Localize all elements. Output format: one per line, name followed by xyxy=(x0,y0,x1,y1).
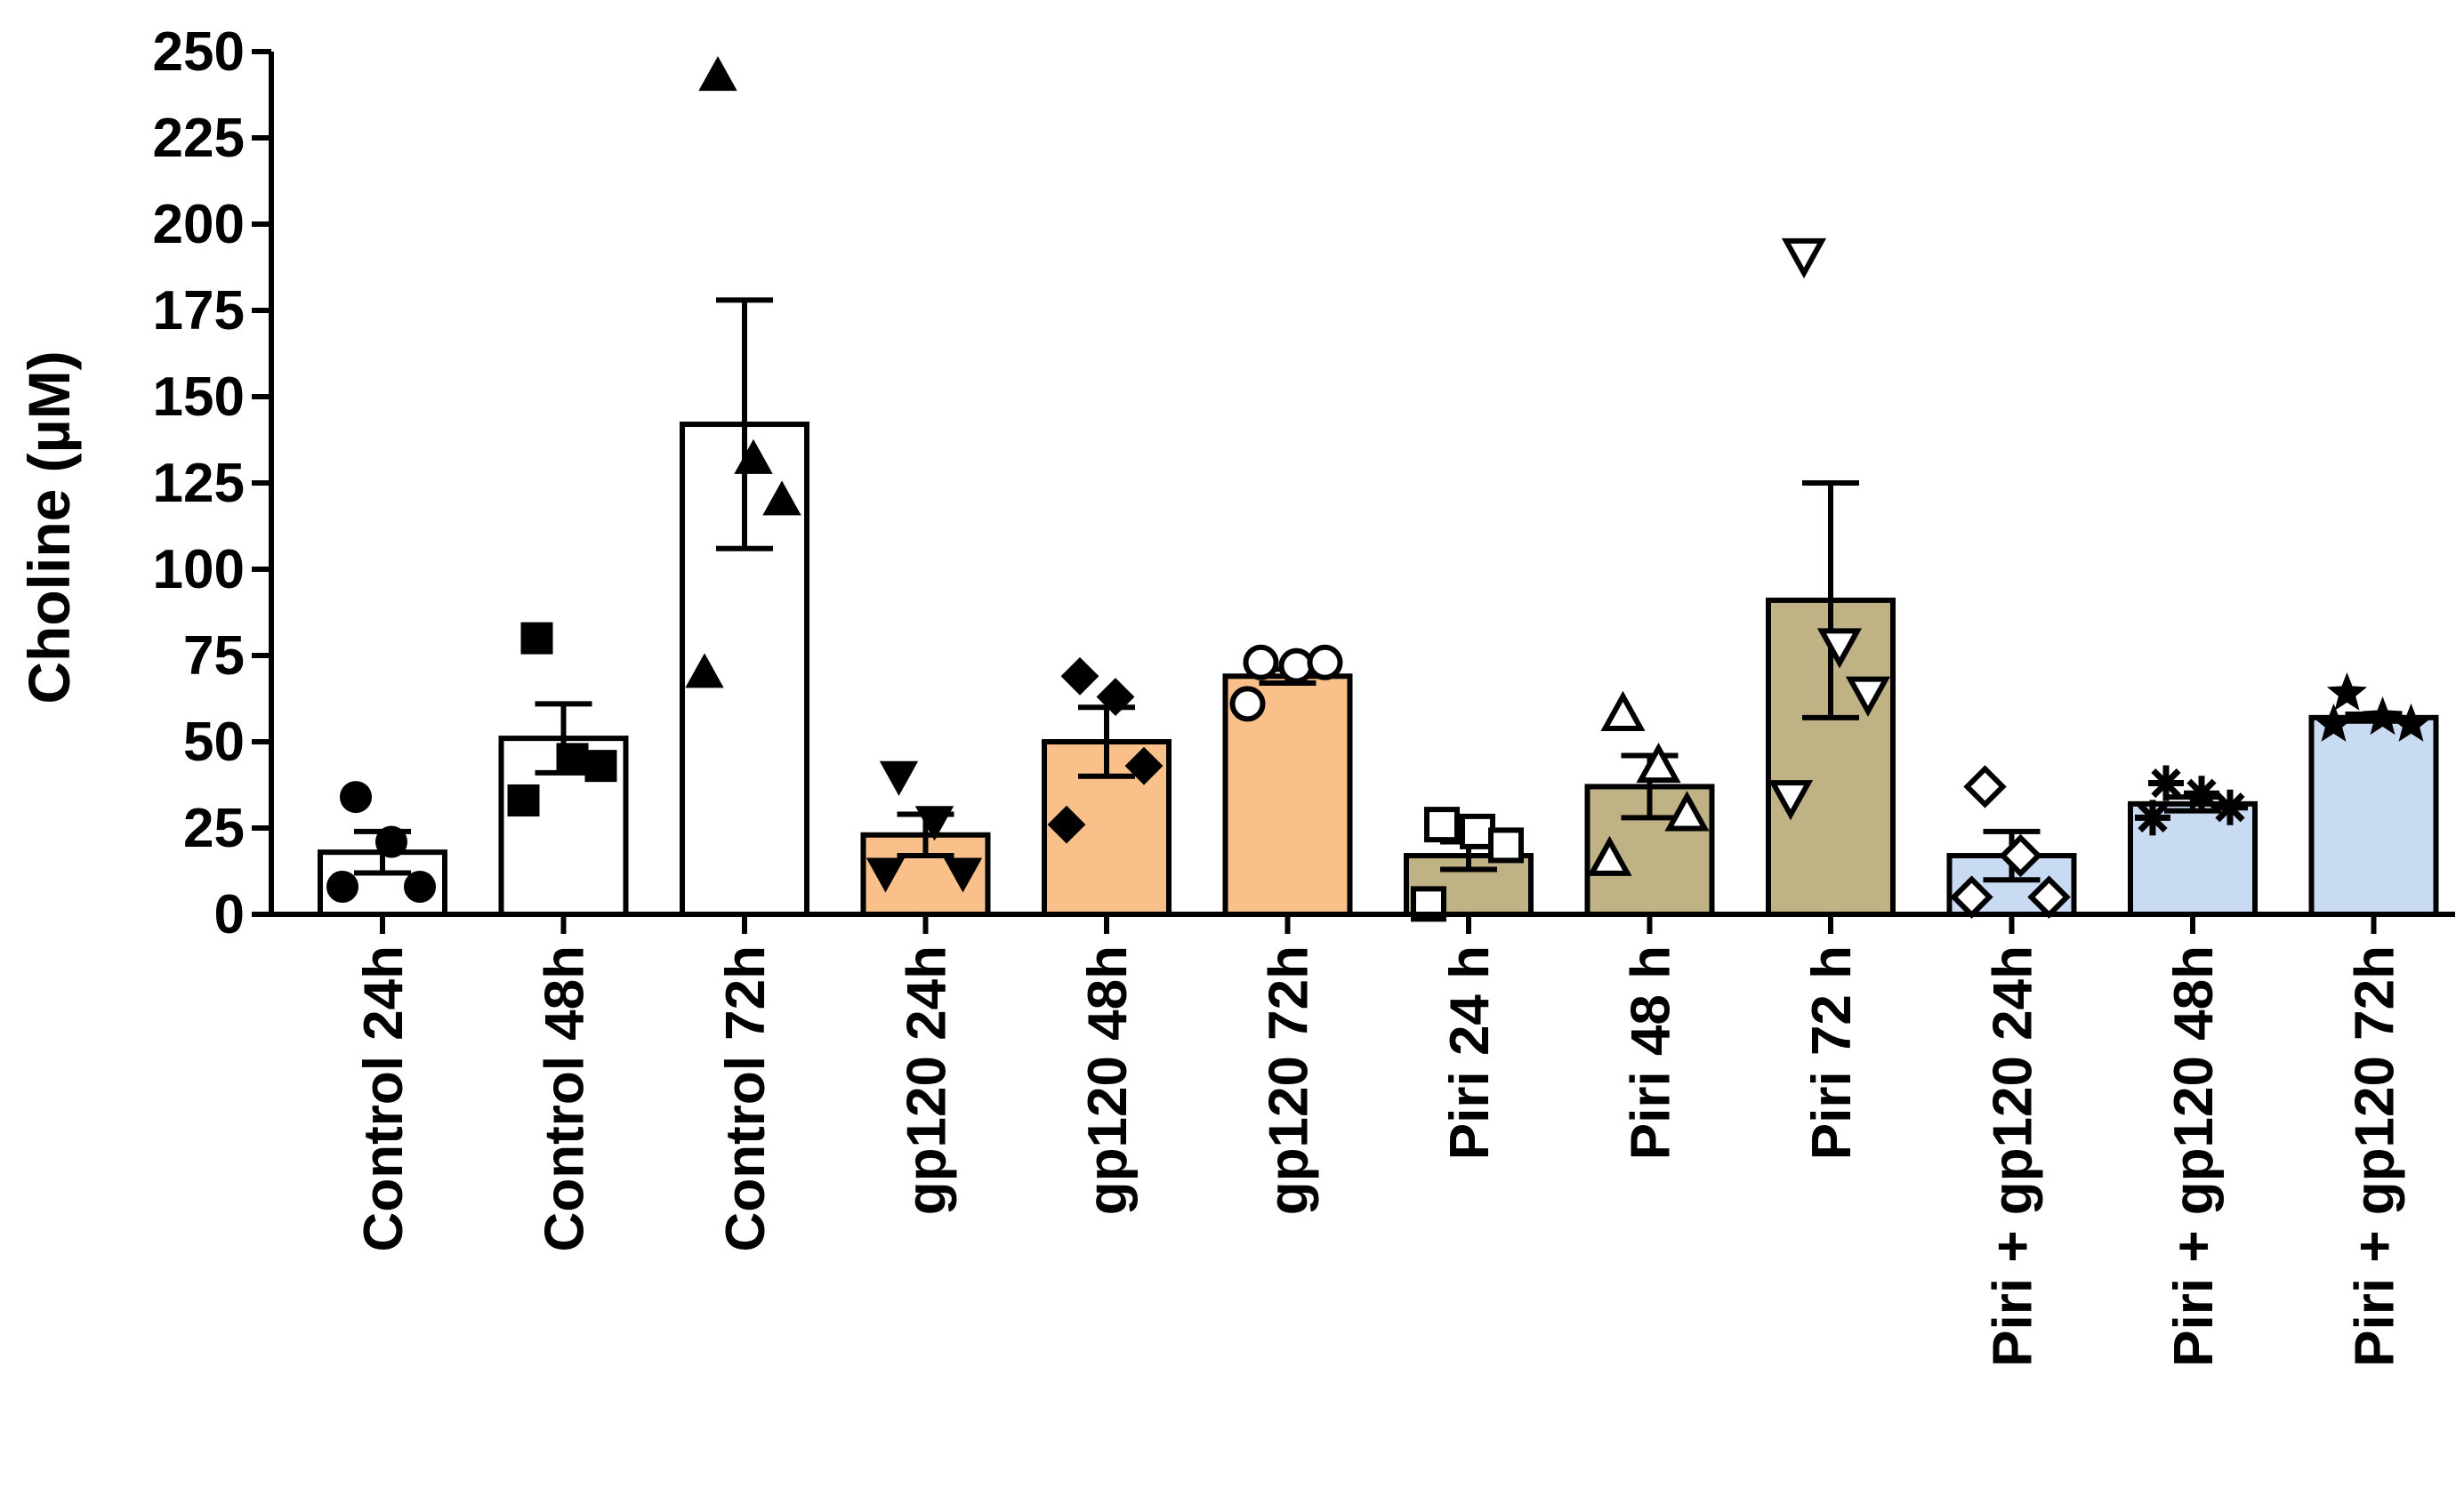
data-point xyxy=(1845,676,1891,717)
data-point xyxy=(375,825,407,858)
x-ticks: Control 24h Control 48h Control 72h gp120 2… xyxy=(353,914,2406,1367)
data-point xyxy=(340,781,372,814)
x-tick-label: Control 72h xyxy=(715,945,777,1251)
data-point xyxy=(2390,703,2432,742)
data-point xyxy=(698,56,737,92)
data-point xyxy=(914,806,954,841)
y-tick-label: 250 xyxy=(153,21,245,83)
data-point xyxy=(1767,780,1814,821)
data-point xyxy=(1664,791,1710,832)
data-point xyxy=(1047,805,1086,844)
data-point xyxy=(2135,800,2170,836)
data-point xyxy=(556,743,589,776)
data-point xyxy=(2362,696,2404,736)
data-point xyxy=(326,870,358,903)
y-tick-label: 25 xyxy=(183,798,245,859)
data-point xyxy=(2148,765,2184,801)
data-point xyxy=(1307,644,1343,680)
data-point xyxy=(1243,644,1279,680)
y-tick-label: 175 xyxy=(153,280,245,342)
data-point xyxy=(879,760,919,796)
x-tick-label: Piri + gp120 72h xyxy=(2345,945,2406,1367)
bar-12 xyxy=(2308,714,2439,918)
y-tick-label: 150 xyxy=(153,366,245,428)
data-point xyxy=(1600,690,1646,731)
y-tick-label: 225 xyxy=(153,108,245,169)
y-tick-label: 125 xyxy=(153,453,245,514)
data-point xyxy=(943,857,983,893)
x-tick-label: Piri 72 h xyxy=(1801,945,1863,1160)
data-point xyxy=(584,750,617,783)
x-tick-label: gp120 72h xyxy=(1259,945,1320,1215)
error-bars xyxy=(354,297,2403,883)
x-tick-label: Control 48h xyxy=(535,945,596,1251)
data-point xyxy=(1816,628,1863,669)
x-tick-label: Control 24h xyxy=(353,945,415,1251)
data-point xyxy=(1229,686,1266,722)
bars xyxy=(318,422,2439,918)
data-point xyxy=(404,870,436,903)
data-point xyxy=(520,622,553,655)
data-point xyxy=(1424,807,1460,843)
data-point xyxy=(2326,672,2368,711)
data-point xyxy=(734,438,773,474)
y-axis-label: Choline (µM) xyxy=(16,350,82,704)
x-tick-label: Piri 48 h xyxy=(1621,945,1682,1160)
data-point xyxy=(2313,703,2355,742)
x-tick-label: gp120 24h xyxy=(897,945,958,1215)
x-tick-label: Piri + gp120 24h xyxy=(1983,945,2044,1367)
y-tick-label: 75 xyxy=(183,625,245,687)
data-point xyxy=(1999,833,2042,878)
error-bar-3 xyxy=(716,297,773,551)
y-tick-label: 200 xyxy=(153,194,245,255)
x-tick-label: gp120 48h xyxy=(1077,945,1139,1215)
data-point xyxy=(685,653,724,688)
data-point xyxy=(507,784,540,816)
data-point xyxy=(762,480,801,516)
data-point xyxy=(1963,765,2007,808)
data-point xyxy=(1636,742,1681,784)
data-point xyxy=(1587,835,1632,876)
data-point xyxy=(1278,647,1315,684)
y-ticks: 0 25 50 75 100 125 150 175 200 225 250 xyxy=(153,21,271,945)
y-tick-label: 100 xyxy=(153,539,245,600)
data-point xyxy=(1460,813,1495,849)
data-point xyxy=(1781,237,1827,279)
data-point xyxy=(1060,656,1099,696)
y-tick-label: 50 xyxy=(183,712,245,773)
data-point xyxy=(1124,746,1164,785)
error-bar-9 xyxy=(1802,480,1859,720)
error-bar-5 xyxy=(1078,704,1135,779)
data-point xyxy=(1488,827,1524,864)
data-points xyxy=(326,56,2432,922)
y-tick-label: 0 xyxy=(214,884,245,945)
x-tick-label: Piri + gp120 48h xyxy=(2163,945,2225,1367)
data-point xyxy=(866,857,906,893)
data-point xyxy=(2184,776,2219,812)
data-point xyxy=(1096,678,1135,716)
x-tick-label: Piri 24 h xyxy=(1439,945,1501,1160)
data-point xyxy=(2212,789,2248,825)
